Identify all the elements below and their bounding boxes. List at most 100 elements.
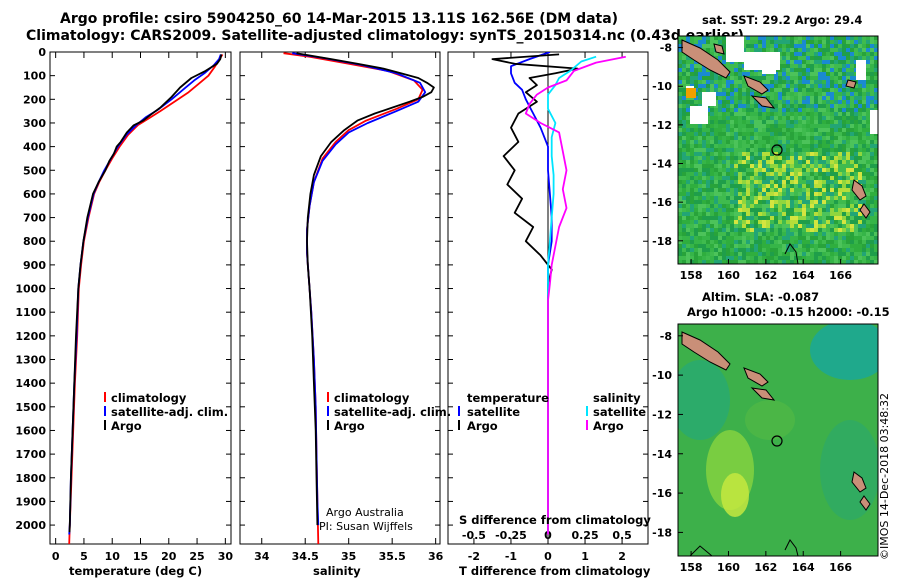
sst-cell (726, 136, 730, 140)
sst-cell (686, 168, 690, 172)
sst-cell (846, 112, 850, 116)
sst-cell (806, 108, 810, 112)
y-tick-label: 1300 (15, 354, 46, 367)
sst-cell (726, 144, 730, 148)
sst-cell (794, 84, 798, 88)
sst-cell (678, 220, 682, 224)
sst-cell (678, 52, 682, 56)
sst-cell (846, 224, 850, 228)
sst-cell (818, 168, 822, 172)
sst-cell (726, 96, 730, 100)
sst-cell (710, 112, 714, 116)
sst-cell (790, 100, 794, 104)
sst-cell (682, 212, 686, 216)
sst-cell (714, 112, 718, 116)
sst-cell (814, 116, 818, 120)
sst-cell (786, 60, 790, 64)
sst-cell (782, 156, 786, 160)
sst-cell (678, 44, 682, 48)
sst-cell (786, 160, 790, 164)
sst-cell (770, 252, 774, 256)
sst-cell (734, 200, 738, 204)
sst-cell (766, 184, 770, 188)
sst-cell (826, 68, 830, 72)
sst-cell (862, 164, 866, 168)
sst-cell (746, 240, 750, 244)
sst-cell (850, 196, 854, 200)
map-lat-tick-label: -14 (652, 448, 672, 461)
sst-cell (698, 92, 702, 96)
sst-cell (734, 172, 738, 176)
sst-cell (830, 92, 834, 96)
sst-cell (782, 124, 786, 128)
sst-cell (794, 104, 798, 108)
sst-cell (694, 212, 698, 216)
sst-cell (814, 248, 818, 252)
sst-cell (794, 52, 798, 56)
sst-cell (870, 64, 874, 68)
map-lon-tick-label: 162 (754, 269, 777, 282)
sst-cell (746, 132, 750, 136)
sst-cell (734, 120, 738, 124)
sst-cell (802, 248, 806, 252)
sst-cell (870, 164, 874, 168)
sst-cell (726, 128, 730, 132)
sst-cell (822, 256, 826, 260)
sst-cell (682, 236, 686, 240)
sst-cell (778, 160, 782, 164)
sst-cell (778, 140, 782, 144)
sst-cell (786, 164, 790, 168)
sst-cell (678, 108, 682, 112)
sst-cell (726, 120, 730, 124)
sst-cell (758, 176, 762, 180)
sst-cell (826, 232, 830, 236)
y-tick-label: 1700 (15, 448, 46, 461)
sst-cell (806, 52, 810, 56)
sst-cell (702, 44, 706, 48)
sst-cell (842, 248, 846, 252)
sst-cell (746, 244, 750, 248)
sst-cell (854, 140, 858, 144)
sst-cell (822, 64, 826, 68)
sst-cell (850, 172, 854, 176)
sst-cell (810, 176, 814, 180)
sst-cell (822, 232, 826, 236)
sst-cell (818, 84, 822, 88)
sst-cell (714, 172, 718, 176)
sst-cell (714, 76, 718, 80)
sst-cell (698, 168, 702, 172)
sst-cell (870, 216, 874, 220)
sst-cell (766, 236, 770, 240)
sst-cell (762, 156, 766, 160)
sst-cell (798, 120, 802, 124)
sst-cell (794, 128, 798, 132)
sst-cell (850, 68, 854, 72)
sst-cell (738, 180, 742, 184)
sst-cell (838, 216, 842, 220)
sst-cell (842, 244, 846, 248)
sst-cell (834, 244, 838, 248)
sst-cell (718, 144, 722, 148)
sst-cell (790, 40, 794, 44)
x-tick-label: 10 (105, 550, 121, 563)
sst-cell (782, 76, 786, 80)
sst-cell (778, 72, 782, 76)
sst-cell (742, 132, 746, 136)
sst-cell (818, 244, 822, 248)
sst-cell (694, 152, 698, 156)
sst-cell (790, 256, 794, 260)
sst-cell (750, 136, 754, 140)
sst-cell (770, 216, 774, 220)
sst-cell (790, 160, 794, 164)
sst-cell (714, 212, 718, 216)
sst-cell (718, 240, 722, 244)
sst-cell (682, 96, 686, 100)
sst-cell (846, 216, 850, 220)
sst-cell (858, 200, 862, 204)
sst-cell (710, 184, 714, 188)
sst-cell (858, 96, 862, 100)
sst-cell (782, 36, 786, 40)
sst-cell (806, 192, 810, 196)
sst-cell (782, 248, 786, 252)
sst-cell (714, 160, 718, 164)
